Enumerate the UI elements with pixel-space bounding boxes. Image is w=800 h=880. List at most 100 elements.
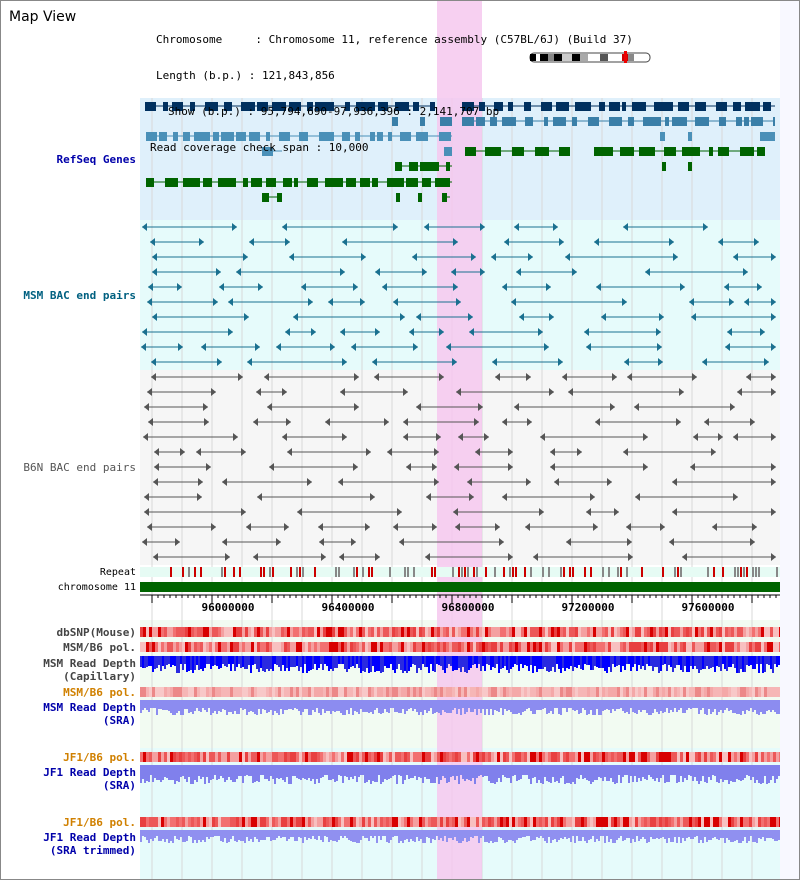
- depth-bar: [410, 765, 412, 778]
- heat-cell: [683, 627, 686, 637]
- heat-cell: [521, 627, 524, 637]
- heat-cell: [218, 817, 221, 827]
- depth-bar: [636, 656, 638, 671]
- repeat-mark: [662, 567, 664, 577]
- track-label-refseq[interactable]: RefSeq Genes: [56, 153, 136, 166]
- depth-bar: [142, 765, 144, 779]
- repeat-mark: [194, 567, 196, 577]
- track-label-dbsnp[interactable]: dbSNP(Mouse): [56, 626, 136, 639]
- track-label-jf1-b6-pol-2[interactable]: JF1/B6 pol.: [63, 816, 136, 829]
- depth-bar: [162, 700, 164, 710]
- depth-bar: [406, 830, 408, 839]
- heat-cell: [404, 817, 407, 827]
- heat-cell: [245, 627, 248, 637]
- depth-bar: [480, 700, 482, 713]
- track-label-jf1-b6-pol-1[interactable]: JF1/B6 pol.: [63, 751, 136, 764]
- depth-bar: [510, 656, 512, 669]
- depth-bar: [188, 700, 190, 713]
- depth-bar: [256, 656, 258, 669]
- depth-bar: [494, 700, 496, 710]
- repeat-mark: [560, 567, 562, 577]
- ideogram-band: [600, 54, 608, 61]
- depth-bar: [642, 765, 644, 777]
- bac-end-marker: [340, 268, 345, 276]
- depth-bar: [434, 656, 436, 672]
- heat-cell: [320, 752, 323, 762]
- bac-end-marker: [204, 418, 209, 426]
- bac-end-marker: [276, 538, 281, 546]
- track-label-jf1-depth-trim[interactable]: JF1 Read Depth: [43, 831, 136, 844]
- depth-bar: [344, 656, 346, 669]
- depth-bar: [196, 830, 198, 843]
- heat-cell: [458, 817, 461, 827]
- depth-bar: [638, 700, 640, 710]
- track-label-msm-b6-pol-1[interactable]: MSM/B6 pol.: [63, 641, 136, 654]
- heat-cell: [173, 642, 176, 652]
- track-label-msm-depth-sra[interactable]: MSM Read Depth: [43, 701, 136, 714]
- heat-cell: [620, 752, 623, 762]
- depth-bar: [208, 830, 210, 839]
- heat-cell: [149, 817, 152, 827]
- depth-bar: [506, 656, 508, 670]
- bac-end-marker: [628, 553, 633, 561]
- repeat-mark: [461, 567, 463, 577]
- heat-cell: [332, 627, 335, 637]
- track-label-msm-depth-cap[interactable]: MSM Read Depth: [43, 657, 136, 670]
- depth-bar: [446, 656, 448, 668]
- depth-bar: [568, 830, 570, 838]
- depth-bar: [290, 765, 292, 784]
- bac-end-marker: [253, 418, 258, 426]
- depth-bar: [154, 700, 156, 708]
- track-label-b6n-bac[interactable]: B6N BAC end pairs: [23, 461, 136, 474]
- heat-cell: [305, 627, 308, 637]
- heat-cell: [215, 817, 218, 827]
- depth-bar: [660, 830, 662, 838]
- depth-bar: [386, 700, 388, 712]
- heat-cell: [578, 687, 581, 697]
- heat-cell: [344, 687, 347, 697]
- heat-cell: [770, 687, 773, 697]
- heat-cell: [677, 752, 680, 762]
- depth-bar: [312, 656, 314, 669]
- depth-bar: [746, 765, 748, 775]
- bac-end-marker: [635, 493, 640, 501]
- track-label-jf1-depth[interactable]: JF1 Read Depth: [43, 766, 136, 779]
- gene-exon: [183, 178, 200, 187]
- track-label-repeat[interactable]: Repeat: [99, 567, 136, 578]
- heat-cell: [713, 687, 716, 697]
- heat-cell: [446, 687, 449, 697]
- heat-cell: [719, 817, 722, 827]
- depth-bar: [664, 656, 666, 664]
- depth-bar: [260, 656, 262, 668]
- heat-cell: [542, 627, 545, 637]
- heat-cell: [407, 817, 410, 827]
- depth-bar: [180, 765, 182, 777]
- depth-bar: [538, 765, 540, 780]
- heat-cell: [584, 752, 587, 762]
- heat-cell: [524, 627, 527, 637]
- heat-cell: [497, 817, 500, 827]
- depth-bar: [726, 765, 728, 780]
- track-label-msm-b6-pol-2[interactable]: MSM/B6 pol.: [63, 686, 136, 699]
- heat-cell: [584, 687, 587, 697]
- depth-bar: [756, 765, 758, 780]
- track-label-msm-bac[interactable]: MSM BAC end pairs: [23, 289, 136, 302]
- depth-bar: [472, 765, 474, 778]
- bac-end-marker: [771, 343, 776, 351]
- track-label-chromosome[interactable]: chromosome 11: [57, 582, 136, 593]
- depth-bar: [274, 830, 276, 840]
- repeat-mark: [680, 567, 682, 577]
- heat-cell: [452, 687, 455, 697]
- depth-bar: [608, 830, 610, 842]
- heat-cell: [332, 752, 335, 762]
- depth-bar: [252, 656, 254, 665]
- depth-bar: [292, 700, 294, 710]
- heat-cell: [170, 752, 173, 762]
- depth-bar: [218, 656, 220, 669]
- heat-cell: [245, 752, 248, 762]
- depth-bar: [184, 765, 186, 779]
- heat-cell: [755, 627, 758, 637]
- depth-bar: [698, 656, 700, 673]
- heat-cell: [350, 687, 353, 697]
